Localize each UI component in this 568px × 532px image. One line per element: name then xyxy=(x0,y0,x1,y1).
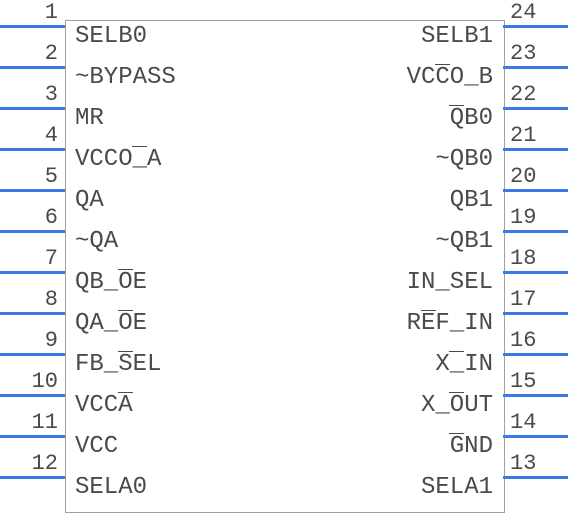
pin-row-right: 24SELB1 xyxy=(0,3,568,44)
overline xyxy=(449,105,464,106)
pin-line xyxy=(503,189,568,192)
overline xyxy=(435,64,450,65)
pin-row-right: 20QB1 xyxy=(0,167,568,208)
pin-line xyxy=(503,25,568,28)
pin-number: 13 xyxy=(510,451,550,476)
pin-row-right: 17REF_IN xyxy=(0,290,568,331)
pin-number: 22 xyxy=(510,82,550,107)
pin-number: 20 xyxy=(510,164,550,189)
overline xyxy=(118,269,133,270)
pin-line xyxy=(503,230,568,233)
pin-row-right: 23VCCO_B xyxy=(0,44,568,85)
pin-row-right: 14GND xyxy=(0,413,568,454)
pin-row-right: 22QB0 xyxy=(0,85,568,126)
pin-row-right: 16X_IN xyxy=(0,331,568,372)
pin-line xyxy=(503,435,568,438)
overline xyxy=(118,310,133,311)
pin-line xyxy=(503,394,568,397)
pin-line xyxy=(503,271,568,274)
pin-number: 18 xyxy=(510,246,550,271)
overline xyxy=(449,351,464,352)
pin-number: 24 xyxy=(510,0,550,25)
overline xyxy=(118,392,133,393)
overline xyxy=(132,146,147,147)
pin-line xyxy=(503,476,568,479)
pin-line xyxy=(503,107,568,110)
pin-line xyxy=(503,66,568,69)
pin-row-right: 18IN_SEL xyxy=(0,249,568,290)
overline xyxy=(118,351,133,352)
pin-line xyxy=(503,312,568,315)
pin-number: 19 xyxy=(510,205,550,230)
pin-number: 17 xyxy=(510,287,550,312)
overline xyxy=(449,433,464,434)
pin-line xyxy=(503,148,568,151)
pin-number: 15 xyxy=(510,369,550,394)
overline xyxy=(449,392,464,393)
pin-number: 21 xyxy=(510,123,550,148)
pin-row-right: 15X_OUT xyxy=(0,372,568,413)
pin-label: SELA1 xyxy=(421,474,493,501)
pin-number: 16 xyxy=(510,328,550,353)
pin-line xyxy=(503,353,568,356)
pin-row-right: 19~QB1 xyxy=(0,208,568,249)
pin-number: 23 xyxy=(510,41,550,66)
pin-row-right: 13SELA1 xyxy=(0,454,568,495)
overline xyxy=(421,310,436,311)
pin-number: 14 xyxy=(510,410,550,435)
pin-row-right: 21~QB0 xyxy=(0,126,568,167)
